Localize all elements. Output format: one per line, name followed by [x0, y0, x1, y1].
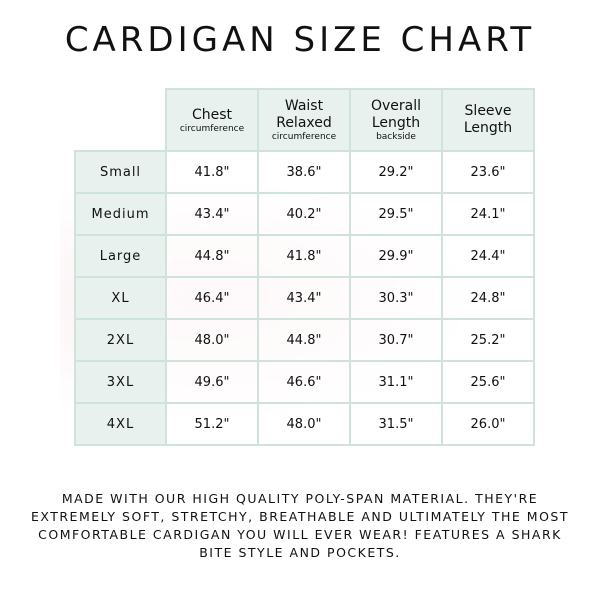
size-chart-table: Chest circumference Waist Relaxed circumfe… [74, 88, 535, 446]
measurement-cell: 48.0" [165, 318, 259, 362]
header-sublabel: circumference [271, 132, 337, 142]
table-row: XL 46.4" 43.4" 30.3" 24.8" [74, 276, 535, 320]
measurement-cell: 51.2" [165, 402, 259, 446]
measurement-cell: 31.1" [349, 360, 443, 404]
measurement-cell: 41.8" [257, 234, 351, 278]
measurement-cell: 40.2" [257, 192, 351, 236]
measurement-cell: 24.1" [441, 192, 535, 236]
measurement-cell: 46.6" [257, 360, 351, 404]
measurement-cell: 29.2" [349, 150, 443, 194]
header-label: Overall Length [370, 98, 422, 131]
measurement-cell: 48.0" [257, 402, 351, 446]
column-header-length: Overall Length backside [349, 88, 443, 152]
header-label: Waist Relaxed [276, 98, 332, 131]
column-header-waist: Waist Relaxed circumference [257, 88, 351, 152]
size-label: Medium [74, 192, 167, 236]
size-label: Large [74, 234, 167, 278]
table-row: Large 44.8" 41.8" 29.9" 24.4" [74, 234, 535, 278]
measurement-cell: 25.6" [441, 360, 535, 404]
measurement-cell: 23.6" [441, 150, 535, 194]
table-row: 4XL 51.2" 48.0" 31.5" 26.0" [74, 402, 535, 446]
header-sublabel: backside [376, 132, 416, 142]
size-label: XL [74, 276, 167, 320]
measurement-cell: 29.5" [349, 192, 443, 236]
measurement-cell: 24.8" [441, 276, 535, 320]
measurement-cell: 43.4" [257, 276, 351, 320]
measurement-cell: 29.9" [349, 234, 443, 278]
measurement-cell: 41.8" [165, 150, 259, 194]
table-row: Medium 43.4" 40.2" 29.5" 24.1" [74, 192, 535, 236]
measurement-cell: 30.7" [349, 318, 443, 362]
table-row: Small 41.8" 38.6" 29.2" 23.6" [74, 150, 535, 194]
measurement-cell: 43.4" [165, 192, 259, 236]
measurement-cell: 44.8" [165, 234, 259, 278]
size-label: Small [74, 150, 167, 194]
header-label: Sleeve Length [463, 103, 513, 136]
header-row: Chest circumference Waist Relaxed circumfe… [75, 88, 535, 152]
measurement-cell: 38.6" [257, 150, 351, 194]
measurement-cell: 31.5" [349, 402, 443, 446]
header-label: Chest [191, 106, 233, 123]
table-row: 3XL 49.6" 46.6" 31.1" 25.6" [74, 360, 535, 404]
column-header-chest: Chest circumference [165, 88, 259, 152]
measurement-cell: 24.4" [441, 234, 535, 278]
size-label: 4XL [74, 402, 167, 446]
corner-cell [75, 89, 166, 151]
measurement-cell: 49.6" [165, 360, 259, 404]
table-row: 2XL 48.0" 44.8" 30.7" 25.2" [74, 318, 535, 362]
column-header-sleeve: Sleeve Length [441, 88, 535, 152]
measurement-cell: 26.0" [441, 402, 535, 446]
measurement-cell: 25.2" [441, 318, 535, 362]
page-title: CARDIGAN SIZE CHART [64, 20, 536, 60]
header-sublabel: circumference [179, 123, 245, 134]
product-description: Made with our high quality poly-span mat… [30, 491, 569, 560]
size-label: 3XL [74, 360, 167, 404]
measurement-cell: 46.4" [165, 276, 259, 320]
measurement-cell: 44.8" [257, 318, 351, 362]
measurement-cell: 30.3" [349, 276, 443, 320]
size-label: 2XL [74, 318, 167, 362]
